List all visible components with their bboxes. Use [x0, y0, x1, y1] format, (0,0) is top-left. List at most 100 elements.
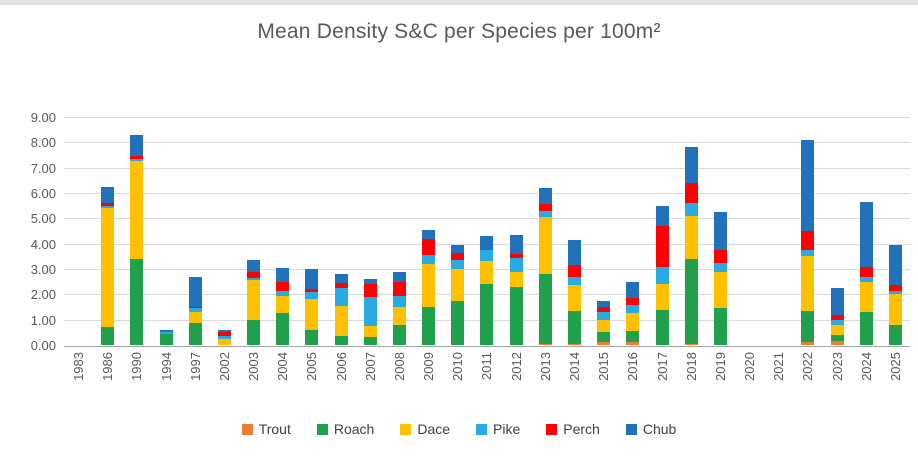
x-tick-label-2011: 2011: [479, 352, 495, 380]
x-tick-cell-2023: 2023: [822, 352, 851, 410]
bar-segment-roach-2008: [392, 324, 406, 345]
bar-segment-perch-1990: [130, 156, 144, 159]
bar-segment-perch-2016: [626, 298, 640, 305]
bar-segment-perch-2025: [888, 285, 902, 291]
bar-segment-trout-2014: [568, 343, 581, 345]
bar-segment-roach-2006: [334, 336, 348, 345]
bar-segment-roach-2019: [713, 308, 727, 345]
legend-label-pike: Pike: [493, 421, 521, 437]
bar-segment-chub-1994: [159, 329, 173, 333]
bar-segment-trout-2022: [801, 342, 815, 345]
bar-segment-pike-2018: [684, 203, 698, 216]
bar-segment-perch-2017: [655, 225, 669, 267]
x-tick-cell-2018: 2018: [677, 352, 706, 410]
bar-segment-roach-1990: [130, 258, 144, 345]
x-tick-label-2007: 2007: [362, 352, 378, 381]
bar-2015: [597, 300, 611, 345]
bar-2025: [888, 244, 902, 345]
x-tick-cell-2021: 2021: [764, 352, 793, 410]
legend-label-roach: Roach: [333, 421, 375, 437]
bar-segment-roach-2007: [363, 337, 377, 345]
bar-segment-dace-2004: [276, 295, 290, 314]
x-axis-labels: 1983 1986 1990 1994 1997 2002 2003 2004 2005 2006…: [64, 352, 910, 410]
bar-segment-roach-2014: [568, 310, 581, 344]
bar-2024: [859, 201, 873, 345]
legend-swatch-pike: [476, 423, 488, 435]
bar-segment-perch-1986: [101, 203, 115, 206]
bar-slot-2021: [764, 118, 793, 345]
bar-slot-1986: [93, 118, 122, 345]
bar-segment-dace-2009: [422, 263, 436, 307]
bar-slot-2024: [852, 118, 881, 345]
bar-segment-trout-2018: [684, 343, 698, 345]
bar-slot-1994: [152, 118, 181, 345]
bar-segment-chub-2015: [597, 300, 611, 308]
bar-segment-perch-2013: [538, 204, 552, 211]
bar-segment-dace-2023: [830, 324, 844, 335]
x-tick-cell-1994: 1994: [152, 352, 181, 410]
bar-2011: [480, 236, 494, 345]
bar-segment-dace-2019: [713, 271, 727, 309]
chart-title: Mean Density S&C per Species per 100m²: [257, 20, 661, 43]
bar-2019: [713, 212, 727, 345]
bar-segment-pike-2025: [888, 290, 902, 295]
bar-segment-dace-2022: [801, 256, 815, 311]
bar-segment-perch-2007: [363, 284, 377, 297]
bar-segment-roach-2022: [801, 310, 815, 343]
bar-segment-chub-2019: [713, 212, 727, 251]
x-tick-label-2004: 2004: [275, 352, 291, 381]
bar-segment-perch-2012: [509, 253, 523, 258]
legend: Trout Roach Dace Pike Perch Chub: [0, 421, 918, 437]
bar-segment-dace-2007: [363, 326, 377, 338]
bar-segment-pike-1990: [130, 158, 144, 162]
x-tick-cell-2022: 2022: [793, 352, 822, 410]
legend-swatch-trout: [241, 423, 253, 435]
bar-segment-perch-2022: [801, 231, 815, 251]
bar-segment-pike-2006: [334, 288, 348, 306]
bar-segment-pike-2009: [422, 255, 436, 264]
x-tick-cell-2025: 2025: [881, 352, 910, 410]
bar-slot-2015: [589, 118, 618, 345]
bar-slot-2022: [793, 118, 822, 345]
bar-2005: [305, 269, 319, 345]
x-tick-cell-1990: 1990: [122, 352, 151, 410]
bar-segment-roach-2016: [626, 331, 640, 343]
bar-segment-dace-2002: [217, 338, 231, 345]
bar-segment-dace-2008: [392, 307, 406, 325]
bar-2003: [247, 260, 261, 345]
bar-segment-dace-2011: [480, 261, 494, 285]
legend-item-roach: Roach: [316, 421, 375, 437]
bar-segment-trout-2013: [538, 343, 552, 345]
x-tick-label-2008: 2008: [391, 352, 407, 381]
bar-slot-2011: [472, 118, 501, 345]
x-tick-label-2003: 2003: [246, 352, 262, 381]
legend-label-chub: Chub: [642, 421, 677, 437]
x-tick-label-2002: 2002: [216, 352, 232, 381]
x-tick-label-2009: 2009: [421, 352, 437, 381]
bar-segment-dace-2024: [859, 281, 873, 313]
bar-segment-dace-2010: [451, 269, 465, 301]
bar-2012: [509, 234, 523, 345]
bar-segment-dace-2014: [568, 285, 581, 311]
x-tick-label-2013: 2013: [537, 352, 553, 381]
y-tick-label-9.00: 9.00: [30, 110, 56, 125]
legend-label-perch: Perch: [563, 421, 600, 437]
bar-2016: [626, 281, 640, 345]
bar-segment-chub-2022: [801, 139, 815, 232]
x-tick-label-1997: 1997: [187, 352, 203, 381]
y-tick-label-0.00: 0.00: [30, 338, 56, 353]
x-tick-cell-1997: 1997: [181, 352, 210, 410]
bar-segment-dace-2025: [888, 294, 902, 325]
bar-2004: [276, 267, 290, 345]
bar-segment-pike-2024: [859, 276, 873, 282]
gridline-5.00: [64, 218, 910, 220]
x-tick-cell-2002: 2002: [210, 352, 239, 410]
legend-swatch-chub: [625, 423, 637, 435]
bar-segment-dace-2005: [305, 299, 319, 330]
x-tick-cell-2024: 2024: [852, 352, 881, 410]
x-tick-cell-2009: 2009: [414, 352, 443, 410]
bar-segment-chub-2003: [247, 260, 261, 272]
x-tick-label-2010: 2010: [450, 352, 466, 381]
bar-segment-chub-2010: [451, 244, 465, 253]
gridline-9.00: [64, 117, 910, 118]
